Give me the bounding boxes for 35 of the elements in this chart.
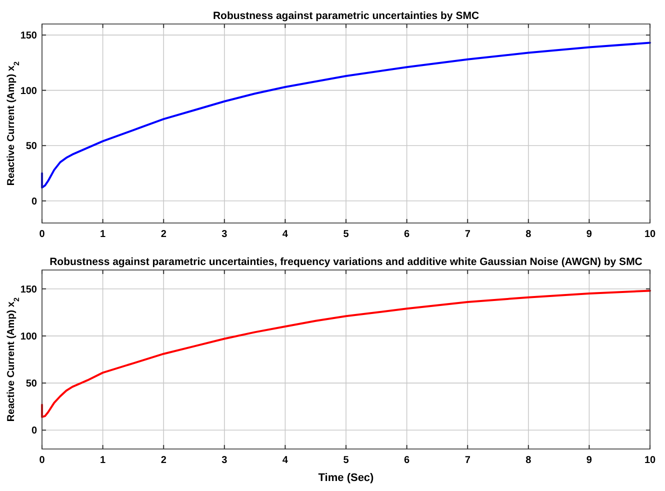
- y-tick-label: 150: [20, 30, 38, 42]
- x-tick-label: 9: [586, 455, 592, 466]
- x-tick-label: 1: [100, 455, 106, 466]
- x-tick-label: 2: [160, 455, 167, 466]
- x-tick-label: 6: [404, 229, 410, 240]
- x-tick-label: 0: [39, 229, 46, 240]
- x-axis-title: Time (Sec): [318, 472, 374, 484]
- x-tick-label: 0: [39, 455, 46, 466]
- x-tick-label: 9: [586, 229, 592, 240]
- x-tick-label: 10: [644, 229, 656, 240]
- x-tick-label: 5: [343, 455, 350, 466]
- line-series: [41, 42, 651, 189]
- y-tick-label: 50: [26, 378, 38, 390]
- x-tick-label: 1: [100, 229, 106, 240]
- x-tick-label: 7: [464, 229, 471, 240]
- y-tick-label: 50: [26, 141, 38, 152]
- x-tick-label: 7: [464, 455, 471, 466]
- y-tick-label: 0: [31, 426, 38, 437]
- x-tick-label: 4: [282, 229, 288, 240]
- x-tick-label: 6: [404, 455, 410, 466]
- line-series: [41, 290, 651, 418]
- x-tick-label: 8: [526, 455, 532, 466]
- x-tick-label: 3: [222, 229, 228, 240]
- y-tick-label: 0: [31, 196, 38, 208]
- x-tick-label: 5: [343, 229, 350, 240]
- y-tick-label: 100: [20, 331, 38, 342]
- x-tick-label: 2: [160, 229, 167, 240]
- y-tick-label: 100: [20, 86, 38, 97]
- x-tick-label: 10: [644, 455, 656, 466]
- chart-title: Robustness against parametric uncertainties, frequency variations and additive white Gaussian Noise (AWGN) by SMC: [50, 256, 643, 268]
- x-tick-label: 8: [526, 229, 532, 240]
- chart-title: Robustness against parametric uncertainties by SMC: [212, 10, 480, 22]
- y-tick-label: 150: [20, 284, 38, 296]
- x-tick-label: 4: [282, 455, 288, 466]
- x-tick-label: 3: [222, 455, 228, 466]
